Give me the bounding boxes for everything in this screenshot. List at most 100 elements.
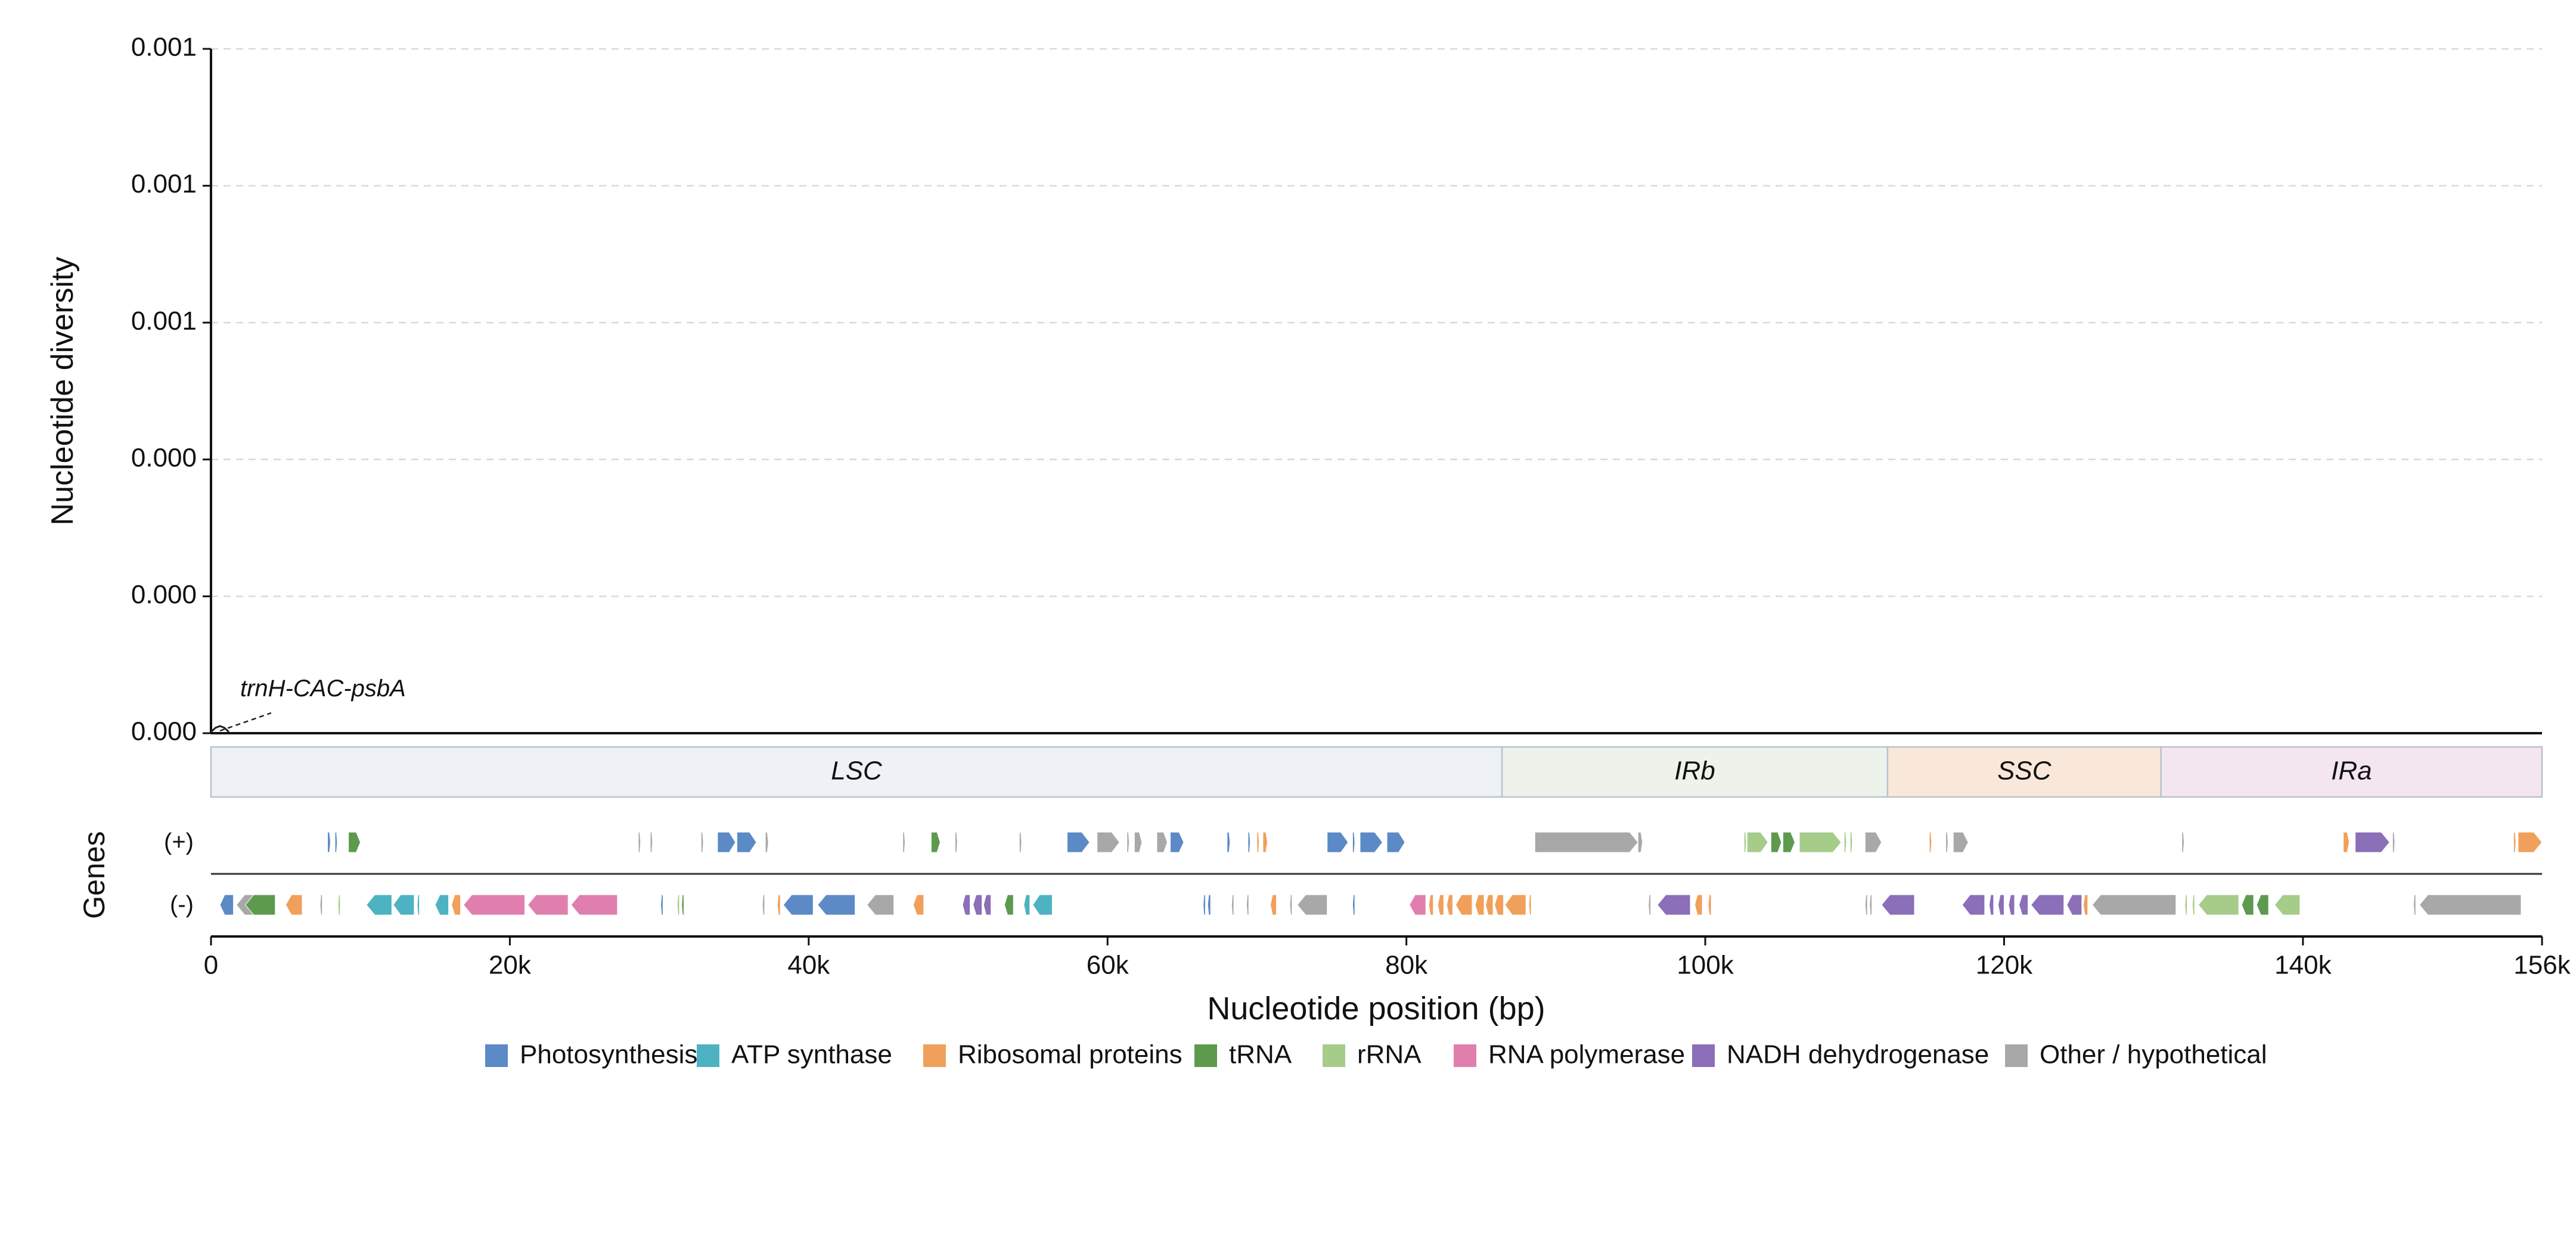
gene-arrow <box>1227 832 1231 853</box>
grid-lines <box>211 48 2542 597</box>
y-axis-label: Nucleotide diversity <box>45 257 80 526</box>
gene-arrow <box>1746 832 1768 853</box>
y-tick-label: 0.001 <box>131 33 197 62</box>
y-axis-ticks: 0.000 0.000 0.000 0.001 0.001 0.001 <box>131 33 211 746</box>
gene-arrow <box>327 832 331 853</box>
gene-arrow <box>219 894 234 916</box>
gene-arrow <box>1203 894 1206 916</box>
gene-arrow <box>1953 832 1969 853</box>
gene-arrow <box>451 894 461 916</box>
x-tick-label: 0 <box>204 951 218 980</box>
gene-arrow <box>2241 894 2254 916</box>
gene-arrow <box>681 894 684 916</box>
legend-item: tRNA <box>1194 1040 1292 1069</box>
gene-arrow <box>366 894 392 916</box>
gene-arrow <box>1067 832 1090 853</box>
gene-arrow <box>1988 894 1994 916</box>
gene-arrow <box>676 894 680 916</box>
region-ira <box>2160 746 2543 798</box>
legend-item: ATP synthase <box>697 1040 892 1069</box>
gene-arrow <box>2343 832 2350 853</box>
gene-arrow <box>2019 894 2029 916</box>
gene-arrow <box>777 894 781 916</box>
region-label: LSC <box>831 756 883 786</box>
gene-arrow <box>2513 832 2516 853</box>
gene-arrow <box>736 832 757 853</box>
gene-arrow <box>1170 832 1184 853</box>
gene-arrow <box>1437 894 1444 916</box>
gene-arrow <box>866 894 895 916</box>
gene-arrow <box>650 832 653 853</box>
gene-arrow <box>1360 832 1383 853</box>
legend-swatch <box>1692 1044 1715 1067</box>
region-irb <box>1501 746 1889 798</box>
gene-arrow <box>1528 894 1532 916</box>
legend: Photosynthesis ATP synthase Ribosomal prot… <box>485 1040 2267 1069</box>
gene-arrow <box>902 832 906 853</box>
legend-item: Photosynthesis <box>485 1040 697 1069</box>
gene-arrow <box>393 894 415 916</box>
gene-arrow <box>1352 832 1355 853</box>
gene-arrow <box>1289 894 1293 916</box>
gene-arrow <box>1231 894 1234 916</box>
gene-arrow <box>417 894 420 916</box>
gene-arrow <box>1296 894 1328 916</box>
gene-arrow <box>2181 832 2185 853</box>
gene-arrow <box>2274 894 2301 916</box>
legend-label: RNA polymerase <box>1488 1040 1685 1069</box>
legend-item: rRNA <box>1323 1040 1422 1069</box>
gene-arrow <box>983 894 992 916</box>
gene-arrow <box>1004 894 1014 916</box>
gene-arrow <box>1207 894 1211 916</box>
gene-arrow <box>930 832 941 853</box>
annotations: trnH-CAC-psbA <box>219 675 406 732</box>
gene-arrow <box>2192 894 2195 916</box>
region-label: IRb <box>1674 756 1715 786</box>
gene-arrow <box>1657 894 1691 916</box>
gene-arrow <box>319 894 323 916</box>
y-tick-label: 0.001 <box>131 169 197 199</box>
gene-arrow <box>334 832 338 853</box>
y-tick-label: 0.000 <box>131 580 197 609</box>
gene-arrow <box>1032 894 1053 916</box>
gene-arrow <box>463 894 525 916</box>
gene-arrow <box>1097 832 1120 853</box>
gene-arrow <box>1637 832 1643 853</box>
gene-arrow <box>1945 832 1948 853</box>
gene-arrow <box>765 832 769 853</box>
gene-arrow <box>1849 832 1853 853</box>
gene-arrow <box>2030 894 2065 916</box>
gene-arrow <box>913 894 924 916</box>
gene-arrow <box>660 894 663 916</box>
region-label: IRa <box>2331 756 2372 786</box>
x-tick-label: 40k <box>787 951 830 980</box>
gene-arrow <box>1246 894 1249 916</box>
gene-arrow <box>1770 832 1782 853</box>
genes-axis-label: Genes <box>77 831 111 919</box>
gene-arrow <box>245 894 276 916</box>
gene-arrow <box>1881 894 1915 916</box>
gene-arrow <box>1156 832 1168 853</box>
x-axis-label: Nucleotide position (bp) <box>1207 991 1545 1026</box>
legend-swatch <box>1454 1044 1476 1067</box>
legend-label: Ribosomal proteins <box>958 1040 1183 1069</box>
strand-label-minus: (-) <box>170 892 194 918</box>
gene-arrow <box>2518 832 2543 853</box>
x-tick-label: 80k <box>1385 951 1428 980</box>
legend-label: rRNA <box>1357 1040 1422 1069</box>
annotation-leader <box>219 712 272 732</box>
diversity-series <box>210 725 230 733</box>
annotation-label: trnH-CAC-psbA <box>240 675 406 702</box>
legend-label: Photosynthesis <box>520 1040 697 1069</box>
y-tick-label: 0.000 <box>131 443 197 472</box>
legend-label: tRNA <box>1229 1040 1292 1069</box>
gene-arrow <box>337 894 341 916</box>
gene-arrow <box>285 894 303 916</box>
gene-arrow <box>717 832 736 853</box>
gene-arrow <box>1708 894 1712 916</box>
y-tick-label: 0.000 <box>131 717 197 746</box>
gene-arrow <box>527 894 569 916</box>
gene-arrow <box>434 894 449 916</box>
gene-arrow <box>1694 894 1703 916</box>
x-axis-ticks: 0 20k 40k 60k 80k 100k 120k 140k 156k <box>204 936 2571 980</box>
